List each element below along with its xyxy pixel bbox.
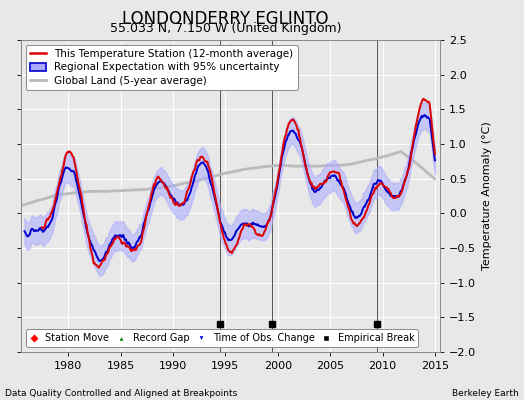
Text: Berkeley Earth: Berkeley Earth: [452, 389, 519, 398]
Legend: Station Move, Record Gap, Time of Obs. Change, Empirical Break: Station Move, Record Gap, Time of Obs. C…: [26, 329, 418, 347]
Text: 55.033 N, 7.150 W (United Kingdom): 55.033 N, 7.150 W (United Kingdom): [110, 22, 341, 35]
Text: LONDONDERRY EGLINTO: LONDONDERRY EGLINTO: [122, 10, 329, 28]
Text: Data Quality Controlled and Aligned at Breakpoints: Data Quality Controlled and Aligned at B…: [5, 389, 237, 398]
Y-axis label: Temperature Anomaly (°C): Temperature Anomaly (°C): [482, 122, 492, 270]
